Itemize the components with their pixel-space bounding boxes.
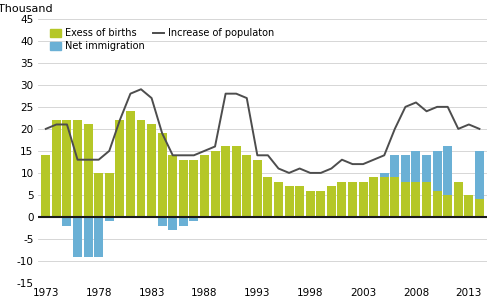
Bar [433, 191, 441, 217]
Bar [200, 204, 209, 217]
Bar [475, 151, 484, 217]
Legend: Exess of births, Net immigration, Increase of populaton: Exess of births, Net immigration, Increa… [48, 26, 276, 53]
Bar [337, 182, 347, 217]
Bar [52, 120, 61, 217]
Bar [62, 217, 72, 226]
Bar [232, 146, 241, 217]
Bar [126, 191, 135, 217]
Bar [369, 186, 378, 217]
Bar [126, 111, 135, 217]
Bar [380, 177, 389, 217]
Bar [295, 204, 304, 217]
Bar [83, 124, 93, 217]
Bar [73, 217, 82, 257]
Bar [232, 195, 241, 217]
Bar [327, 195, 336, 217]
Bar [411, 151, 420, 217]
Bar [168, 217, 177, 230]
Bar [454, 182, 463, 217]
Bar [94, 217, 103, 257]
Bar [348, 182, 357, 217]
Bar [221, 146, 230, 217]
Bar [200, 155, 209, 217]
Bar [136, 199, 145, 217]
Bar [221, 186, 230, 217]
Bar [390, 177, 399, 217]
Bar [83, 217, 93, 257]
Bar [147, 124, 156, 217]
Bar [306, 191, 315, 217]
Bar [168, 155, 177, 217]
Bar [464, 195, 473, 217]
Bar [179, 160, 188, 217]
Bar [242, 155, 251, 217]
Bar [105, 173, 114, 217]
Bar [316, 191, 325, 217]
Bar [253, 208, 262, 217]
Bar [380, 173, 389, 217]
Bar [190, 160, 198, 217]
Bar [422, 155, 431, 217]
Bar [337, 191, 347, 217]
Bar [73, 120, 82, 217]
Bar [443, 195, 452, 217]
Bar [295, 186, 304, 217]
Bar [454, 195, 463, 217]
Bar [41, 191, 50, 217]
Bar [263, 177, 273, 217]
Bar [274, 208, 283, 217]
Bar [52, 213, 61, 217]
Bar [369, 177, 378, 217]
Bar [147, 204, 156, 217]
Bar [115, 120, 124, 217]
Bar [179, 217, 188, 226]
Bar [464, 199, 473, 217]
Bar [158, 217, 166, 226]
Bar [411, 182, 420, 217]
Bar [358, 182, 368, 217]
Bar [211, 151, 219, 217]
Bar [105, 217, 114, 221]
Bar [263, 208, 273, 217]
Bar [136, 120, 145, 217]
Bar [316, 199, 325, 217]
Bar [475, 199, 484, 217]
Bar [401, 182, 410, 217]
Bar [433, 151, 441, 217]
Bar [285, 208, 294, 217]
Bar [358, 195, 368, 217]
Bar [253, 160, 262, 217]
Bar [401, 155, 410, 217]
Bar [390, 155, 399, 217]
Bar [274, 182, 283, 217]
Bar [190, 217, 198, 221]
Bar [443, 146, 452, 217]
Bar [285, 186, 294, 217]
Bar [41, 155, 50, 217]
Bar [242, 204, 251, 217]
Bar [62, 120, 72, 217]
Bar [422, 182, 431, 217]
Text: Thousand: Thousand [0, 4, 53, 14]
Bar [94, 173, 103, 217]
Bar [158, 133, 166, 217]
Bar [348, 195, 357, 217]
Bar [115, 195, 124, 217]
Bar [327, 186, 336, 217]
Bar [211, 182, 219, 217]
Bar [306, 204, 315, 217]
